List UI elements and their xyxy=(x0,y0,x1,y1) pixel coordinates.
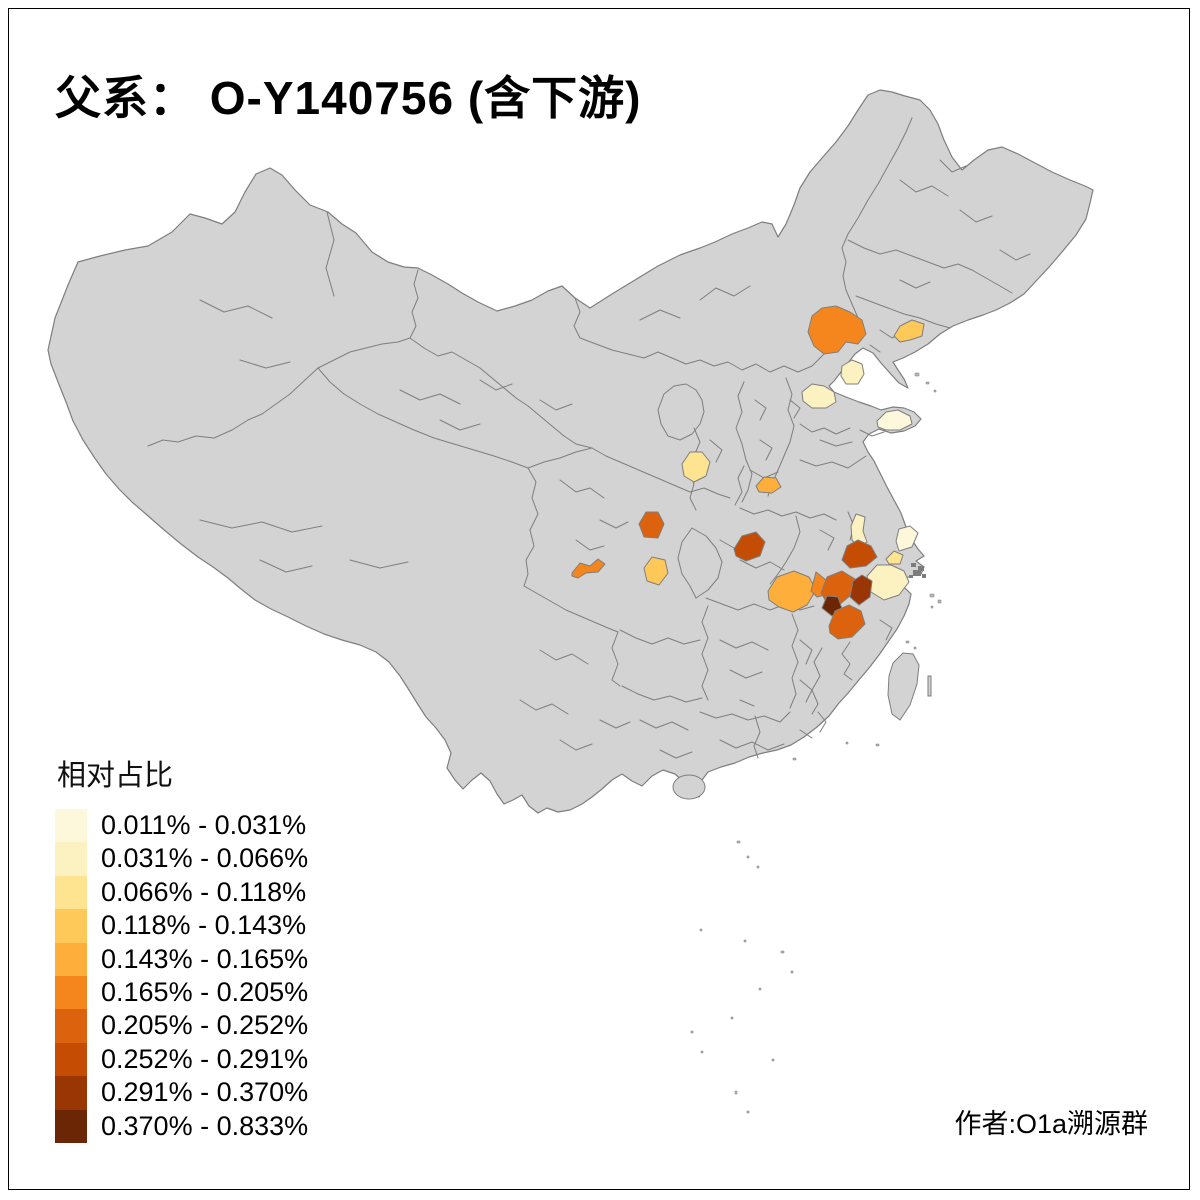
legend-swatch xyxy=(55,842,87,876)
legend-row: 0.252% - 0.291% xyxy=(55,1042,309,1077)
legend-row: 0.118% - 0.143% xyxy=(55,909,308,943)
legend-row: 0.165% - 0.205% xyxy=(55,975,309,1010)
map-region-shandong-peninsula xyxy=(877,410,912,430)
china-mainland-outline xyxy=(48,90,1093,813)
small-islets xyxy=(691,373,941,1113)
map-region-hubei-jingmen xyxy=(734,532,765,561)
legend-label: 0.165% - 0.205% xyxy=(101,976,309,1007)
legend-swatch xyxy=(55,942,87,976)
map-region-northeast-chengde xyxy=(808,306,866,354)
legend-swatch xyxy=(55,1009,87,1043)
legend-swatch xyxy=(55,909,87,943)
taiwan-island xyxy=(888,653,919,720)
map-region-anhui-anqing xyxy=(768,571,816,612)
legend-swatch xyxy=(55,975,87,1010)
map-region-jiangsu-nantong xyxy=(896,526,918,551)
legend-row: 0.291% - 0.370% xyxy=(55,1076,309,1110)
map-region-hangzhou-west xyxy=(850,575,872,605)
map-region-sichuan-yaan xyxy=(572,559,605,578)
legend-swatch xyxy=(55,1109,87,1143)
legend-label: 0.370% - 0.833% xyxy=(101,1110,309,1141)
page-title: 父系： O-Y140756 (含下游) xyxy=(55,72,642,124)
province-boundaries xyxy=(148,118,1030,758)
legend-row: 0.011% - 0.031% xyxy=(55,809,308,843)
map-region-nanjing-chuzhou xyxy=(842,540,877,568)
legend-swatch xyxy=(55,1042,87,1077)
penghu-islet xyxy=(928,676,931,696)
map-region-sichuan-zigong xyxy=(644,557,668,585)
legend-label: 0.252% - 0.291% xyxy=(101,1043,309,1074)
map-region-beijing-area xyxy=(802,384,836,408)
map-region-sichuan-deyang xyxy=(639,512,664,538)
author-credit: 作者:O1a溯源群 xyxy=(954,1109,1148,1139)
legend-row: 0.205% - 0.252% xyxy=(55,1009,309,1043)
legend-swatch xyxy=(55,809,87,843)
legend-row: 0.370% - 0.833% xyxy=(55,1109,309,1143)
legend-row: 0.066% - 0.118% xyxy=(55,875,308,910)
legend-swatch xyxy=(55,875,87,910)
legend-label: 0.118% - 0.143% xyxy=(101,910,307,941)
islands xyxy=(673,653,931,799)
legend-label: 0.291% - 0.370% xyxy=(101,1077,309,1108)
legend-row: 0.143% - 0.165% xyxy=(55,942,309,976)
legend-label: 0.205% - 0.252% xyxy=(101,1010,309,1041)
map-region-tangshan-area xyxy=(841,360,864,384)
legend-label: 0.031% - 0.066% xyxy=(101,843,309,874)
map-region-jinhua-quzhou xyxy=(829,605,865,639)
legend: 相对占比 0.011% - 0.031% 0.031% - 0.066% 0.0… xyxy=(55,752,308,1143)
hainan-island xyxy=(673,775,705,799)
map-region-henan-south xyxy=(756,477,781,493)
legend-label: 0.011% - 0.031% xyxy=(101,810,307,840)
legend-swatch xyxy=(55,1076,87,1110)
map-region-liaoning-west xyxy=(894,320,924,342)
map-region-guanzhong-area xyxy=(682,452,710,482)
map-region-wuxi-area xyxy=(886,551,903,564)
legend-label: 0.066% - 0.118% xyxy=(101,876,307,907)
legend-label: 0.143% - 0.165% xyxy=(101,943,309,974)
choropleth-regions xyxy=(572,306,924,639)
legend-row: 0.031% - 0.066% xyxy=(55,842,309,876)
map-region-suzhou-huzhou xyxy=(867,565,909,600)
shanghai-urban-cluster xyxy=(909,563,926,578)
legend-title: 相对占比 xyxy=(57,760,174,792)
